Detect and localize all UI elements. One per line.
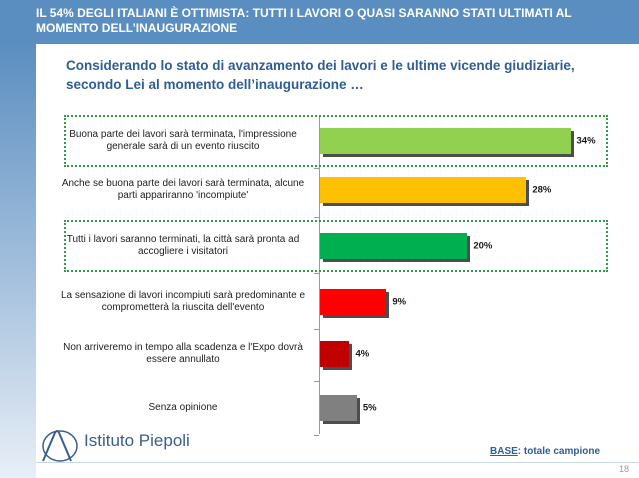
highlight-box xyxy=(64,220,608,272)
axis-tick xyxy=(314,435,319,436)
istituto-piepoli-logo xyxy=(42,430,78,462)
base-key: BASE xyxy=(490,446,518,457)
value-label: 28% xyxy=(532,184,552,196)
axis-tick xyxy=(314,168,319,169)
value-label: 20% xyxy=(473,240,493,252)
bar xyxy=(320,341,350,367)
category-label: Buona parte dei lavori sarà terminata, l… xyxy=(69,129,297,152)
category-label: La sensazione di lavori incompiuti sarà … xyxy=(60,290,306,313)
category-label: Non arriveremo in tempo alla scadenza e … xyxy=(63,342,303,365)
left-decorative-strip xyxy=(0,44,36,478)
axis-tick xyxy=(314,217,319,218)
value-label: 5% xyxy=(362,402,377,414)
value-label: 4% xyxy=(355,348,370,360)
value-label: 34% xyxy=(576,135,596,147)
bar xyxy=(320,233,468,259)
slide-title: IL 54% DEGLI ITALIANI È OTTIMISTA: TUTTI… xyxy=(36,6,572,35)
value-label: 9% xyxy=(392,296,407,308)
axis-tick xyxy=(314,329,319,330)
logo-text: Istituto Piepoli xyxy=(84,431,190,450)
bar xyxy=(320,177,527,203)
header-bar: IL 54% DEGLI ITALIANI È OTTIMISTA: TUTTI… xyxy=(0,0,639,44)
category-axis xyxy=(319,116,320,434)
base-description: : totale campione xyxy=(517,446,601,457)
category-label: Tutti i lavori saranno terminati, la cit… xyxy=(66,234,300,257)
base-note: BASE: totale campione xyxy=(490,446,600,457)
footer-divider xyxy=(36,462,639,463)
axis-tick xyxy=(314,381,319,382)
page-number: 18 xyxy=(618,464,629,474)
axis-tick xyxy=(314,273,319,274)
question-text: Considerando lo stato di avanzamento dei… xyxy=(66,58,575,92)
category-label: Senza opinione xyxy=(148,402,218,413)
bar xyxy=(320,128,571,154)
bar xyxy=(320,395,357,421)
bar xyxy=(320,289,387,315)
highlight-box xyxy=(64,115,608,167)
category-label: Anche se buona parte dei lavori sarà ter… xyxy=(61,178,305,201)
